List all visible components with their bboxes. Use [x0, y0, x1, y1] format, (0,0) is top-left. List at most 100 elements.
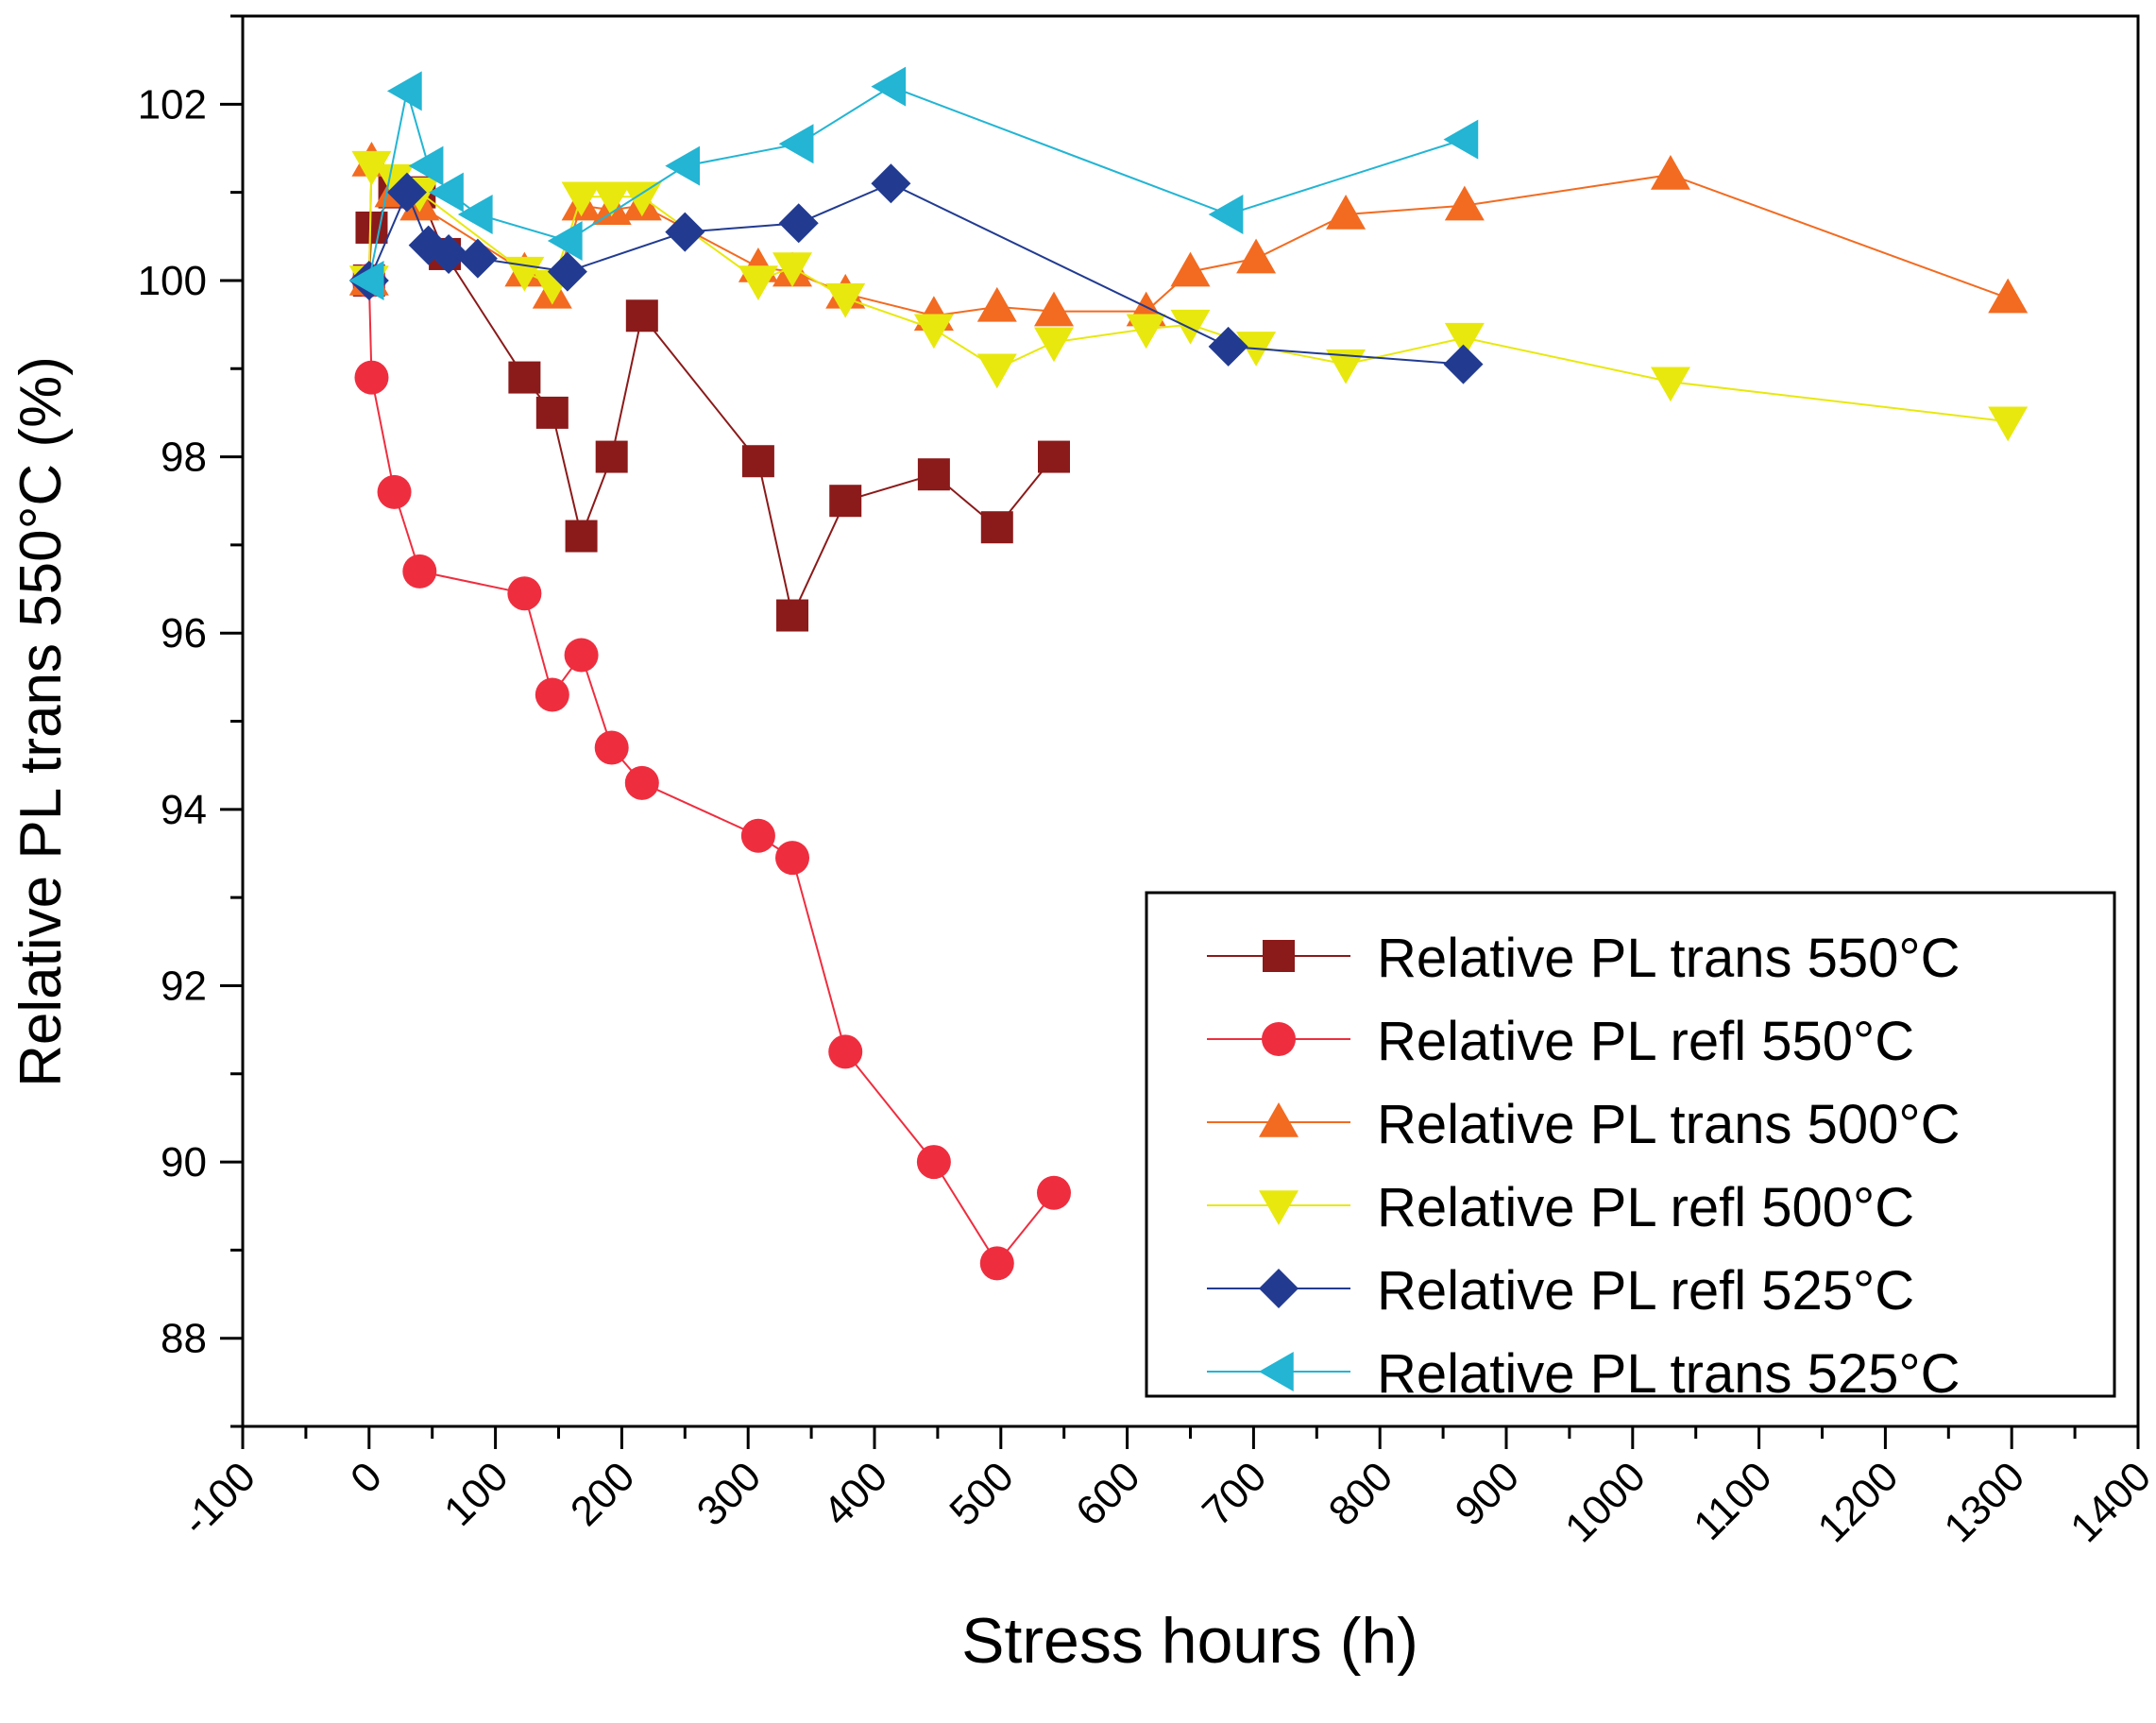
- data-point: [1444, 322, 1485, 358]
- data-point: [1036, 1175, 1071, 1210]
- legend-label: Relative PL trans 500°C: [1377, 1094, 1960, 1155]
- data-point: [665, 212, 705, 252]
- data-point: [1326, 194, 1367, 230]
- series-4: [348, 150, 2029, 442]
- x-tick-label: 1300: [1935, 1453, 2033, 1551]
- data-point: [775, 841, 810, 876]
- data-point: [1443, 119, 1479, 160]
- x-tick-label: 100: [435, 1453, 518, 1535]
- data-point: [457, 194, 493, 234]
- y-tick-label: 100: [138, 258, 207, 304]
- series-3: [348, 141, 2029, 332]
- x-tick-label: 600: [1067, 1453, 1149, 1535]
- data-point: [374, 163, 415, 199]
- data-point: [1126, 314, 1166, 350]
- legend-label: Relative PL refl 550°C: [1377, 1011, 1914, 1072]
- series-line: [367, 280, 1055, 1266]
- data-point: [778, 124, 814, 164]
- data-point: [1033, 291, 1074, 327]
- data-point: [564, 638, 599, 673]
- data-point: [408, 145, 444, 186]
- x-axis: -100 0 100 200 300 400 500 600 700 800 900 1000 1100…: [173, 1426, 2156, 1551]
- x-tick-label: 1200: [1809, 1453, 1908, 1551]
- series-6: [348, 66, 1479, 300]
- data-point: [1988, 278, 2029, 314]
- data-point: [1208, 326, 1248, 367]
- data-point: [429, 172, 464, 213]
- legend-box: [1145, 891, 2116, 1398]
- y-tick-label: 96: [161, 610, 207, 657]
- data-point: [1650, 367, 1690, 402]
- legend-entry: Relative PL refl 525°C: [1207, 1260, 1914, 1322]
- data-point: [917, 458, 950, 491]
- y-tick-label: 90: [161, 1139, 207, 1186]
- data-point: [625, 299, 658, 333]
- data-point: [1170, 309, 1211, 345]
- series-5: [348, 163, 1484, 384]
- legend: Relative PL trans 550°C Relative PL refl …: [1145, 891, 2116, 1405]
- data-point: [772, 252, 813, 287]
- data-point: [507, 576, 542, 611]
- data-point: [351, 150, 392, 186]
- legend-label: Relative PL refl 500°C: [1377, 1177, 1914, 1238]
- data-point: [504, 256, 545, 292]
- legend-entry: Relative PL trans 550°C: [1207, 928, 1960, 989]
- data-point: [547, 220, 583, 261]
- data-point: [591, 181, 632, 217]
- data-point: [1988, 406, 2029, 442]
- legend-marker: [1259, 1352, 1294, 1391]
- x-tick-label: 400: [815, 1453, 897, 1535]
- data-point: [1208, 194, 1244, 234]
- series-1: [352, 176, 1070, 632]
- series-layer: [348, 66, 2029, 1281]
- legend-label: Relative PL trans 525°C: [1377, 1343, 1960, 1405]
- data-point: [354, 360, 389, 395]
- data-point: [1170, 251, 1211, 287]
- legend-marker: [1262, 1022, 1296, 1056]
- data-point: [348, 260, 384, 300]
- data-point: [741, 445, 774, 478]
- legend-marker: [1259, 1102, 1299, 1137]
- y-tick-label: 92: [161, 963, 207, 1009]
- data-point: [665, 145, 701, 186]
- x-tick-label: 200: [562, 1453, 644, 1535]
- data-point: [429, 233, 469, 274]
- data-point: [624, 765, 659, 800]
- legend-entry: Relative PL trans 500°C: [1207, 1094, 1960, 1155]
- x-tick-label: 1400: [2062, 1453, 2156, 1551]
- series-line: [367, 163, 2009, 423]
- data-point: [871, 163, 911, 204]
- data-point: [979, 1246, 1014, 1281]
- x-tick-label: 1000: [1556, 1453, 1655, 1551]
- legend-label: Relative PL refl 525°C: [1377, 1260, 1914, 1322]
- x-tick-label: 0: [342, 1453, 391, 1502]
- data-point: [913, 314, 954, 350]
- data-point: [508, 361, 541, 394]
- data-point: [621, 181, 662, 217]
- data-point: [1650, 154, 1690, 190]
- data-point: [1443, 344, 1484, 384]
- data-point: [547, 251, 587, 292]
- x-axis-title: Stress hours (h): [961, 1605, 1418, 1677]
- data-point: [561, 181, 602, 217]
- data-point: [402, 554, 437, 589]
- data-point: [377, 474, 412, 509]
- data-point: [828, 1034, 863, 1069]
- data-point: [738, 265, 778, 300]
- legend-entry: Relative PL refl 500°C: [1207, 1177, 1914, 1238]
- y-axis-title: Relative PL trans 550°C (%): [8, 356, 74, 1087]
- data-point: [1444, 185, 1485, 221]
- data-point: [1033, 327, 1074, 363]
- data-point: [1326, 349, 1367, 384]
- series-2: [351, 263, 1071, 1281]
- x-tick-label: 1100: [1685, 1453, 1781, 1549]
- x-tick-label: 900: [1447, 1453, 1529, 1535]
- y-tick-label: 102: [138, 81, 207, 128]
- data-point: [595, 440, 628, 473]
- y-tick-label: 94: [161, 787, 207, 833]
- x-tick-label: 800: [1320, 1453, 1402, 1535]
- x-tick-label: 500: [941, 1453, 1023, 1535]
- y-axis: 88 90 92 94 96 98 100 102: [138, 14, 243, 1428]
- data-point: [871, 66, 907, 107]
